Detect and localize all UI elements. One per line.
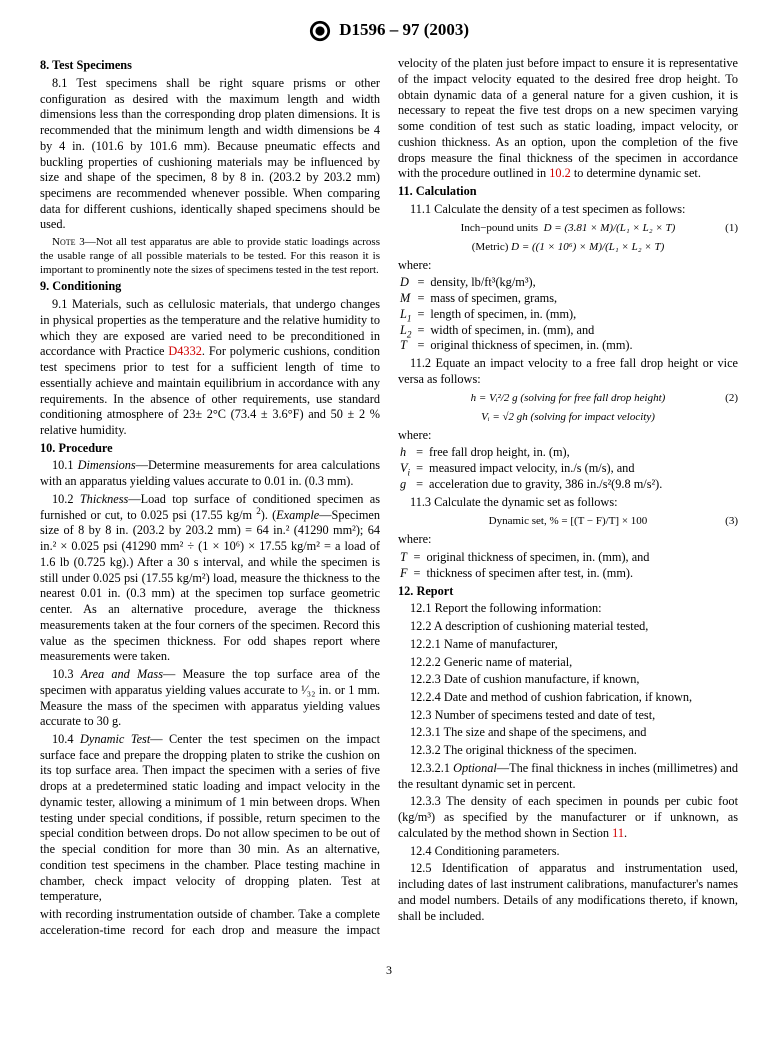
def-F: thickness of specimen after test, in. (m… (426, 566, 649, 582)
example-label: Example (276, 508, 319, 522)
sym-T: T (400, 338, 417, 354)
sym-L1: L1 (400, 307, 417, 323)
equation-2a: h = Vᵢ²/2 g (solving for free fall drop … (398, 391, 738, 405)
section-12-title: 12. Report (398, 584, 738, 600)
where-3-table: T=original thickness of specimen, in. (m… (400, 550, 649, 581)
page-number: 3 (40, 963, 738, 978)
para-12-3-2: 12.3.2 The original thickness of the spe… (398, 743, 738, 759)
equation-1: Inch−pound units D = (3.81 × M)/(L₁ × L₂… (398, 221, 738, 235)
para-10-4: 10.4 Dynamic Test— Center the test speci… (40, 732, 380, 905)
section-9-title: 9. Conditioning (40, 279, 380, 295)
para-12-2-3: 12.2.3 Date of cushion manufacture, if k… (398, 672, 738, 688)
para-12-4: 12.4 Conditioning parameters. (398, 844, 738, 860)
para-10-1-label: Dimensions (78, 458, 136, 472)
para-8-1: 8.1 Test specimens shall be right square… (40, 76, 380, 233)
eq3-num: (3) (725, 514, 738, 528)
def-D: density, lb/ft³(kg/m³), (430, 275, 632, 291)
para-12-3-2-1-text: —The final thickness in inches (millimet… (398, 761, 738, 791)
link-10-2[interactable]: 10.2 (549, 166, 571, 180)
para-10-2-rest: —Specimen size of 8 by 8 in. (203.2 by 2… (40, 508, 380, 664)
eq3-body: Dynamic set, % = [(T − F)/T] × 100 (489, 515, 648, 527)
eq1-num: (1) (725, 221, 738, 235)
para-10-4-end: to determine dynamic set. (571, 166, 701, 180)
sym-h: h (400, 445, 416, 461)
para-11-1: 11.1 Calculate the density of a test spe… (398, 202, 738, 218)
sym-D: D (400, 275, 417, 291)
sym-g: g (400, 477, 416, 493)
def-T: original thickness of specimen, in. (mm)… (430, 338, 632, 354)
note-label: Note (52, 236, 79, 248)
designation-text: D1596 – 97 (2003) (339, 20, 469, 39)
link-d4332[interactable]: D4332 (168, 344, 201, 358)
equation-2b: Vᵢ = √2 gh (solving for impact velocity) (398, 410, 738, 424)
para-12-3-3: 12.3.3 The density of each specimen in p… (398, 794, 738, 841)
para-12-1: 12.1 Report the following information: (398, 601, 738, 617)
para-9-1: 9.1 Materials, such as cellulosic materi… (40, 297, 380, 439)
where-2-table: h=free fall drop height, in. (m), Vi=mea… (400, 445, 662, 492)
sym-M: M (400, 291, 417, 307)
note-3: Note 3—Not all test apparatus are able t… (40, 235, 380, 277)
para-12-3-3b: . (624, 826, 627, 840)
para-12-3: 12.3 Number of specimens tested and date… (398, 708, 738, 724)
def-h: free fall drop height, in. (m), (429, 445, 662, 461)
para-12-3-2-1: 12.3.2.1 Optional—The final thickness in… (398, 761, 738, 792)
equation-1-metric: (Metric) D = ((1 × 10⁶) × M)/(L₁ × L₂ × … (398, 240, 738, 254)
para-12-3-1: 12.3.1 The size and shape of the specime… (398, 725, 738, 741)
eq1-label: Inch−pound units (461, 222, 538, 234)
optional-label: Optional (453, 761, 497, 775)
para-11-3: 11.3 Calculate the dynamic set as follow… (398, 495, 738, 511)
para-10-4-label: Dynamic Test (80, 732, 150, 746)
para-10-2: 10.2 Thickness—Load top surface of condi… (40, 492, 380, 665)
para-12-2-4: 12.2.4 Date and method of cushion fabric… (398, 690, 738, 706)
where-2-label: where: (398, 428, 738, 444)
link-section-11[interactable]: 11 (612, 826, 624, 840)
body-columns: 8. Test Specimens 8.1 Test specimens sha… (40, 56, 738, 938)
para-11-2: 11.2 Equate an impact velocity to a free… (398, 356, 738, 387)
where-1-label: where: (398, 258, 738, 274)
astm-logo-icon (309, 20, 331, 42)
sym-T3: T (400, 550, 414, 566)
def-Vi: measured impact velocity, in./s (m/s), a… (429, 461, 662, 477)
para-10-3: 10.3 Area and Mass— Measure the top surf… (40, 667, 380, 730)
section-10-title: 10. Procedure (40, 441, 380, 457)
para-12-2-2: 12.2.2 Generic name of material, (398, 655, 738, 671)
def-L2: width of specimen, in. (mm), and (430, 323, 632, 339)
note-3-text: 3—Not all test apparatus are able to pro… (40, 236, 380, 276)
section-8-title: 8. Test Specimens (40, 58, 380, 74)
eq1-body: D = (3.81 × M)/(L₁ × L₂ × T) (544, 222, 676, 234)
eq2-num: (2) (725, 391, 738, 405)
def-L1: length of specimen, in. (mm), (430, 307, 632, 323)
sym-L2: L2 (400, 323, 417, 339)
def-M: mass of specimen, grams, (430, 291, 632, 307)
sym-Vi: Vi (400, 461, 416, 477)
eq1m-body: D = ((1 × 10⁶) × M)/(L₁ × L₂ × T) (511, 241, 664, 253)
para-12-5: 12.5 Identification of apparatus and ins… (398, 861, 738, 924)
def-T3: original thickness of specimen, in. (mm)… (426, 550, 649, 566)
eq2a-body: h = Vᵢ²/2 g (solving for free fall drop … (471, 392, 666, 404)
section-11-title: 11. Calculation (398, 184, 738, 200)
para-10-3-label: Area and Mass (81, 667, 163, 681)
where-3-label: where: (398, 532, 738, 548)
para-10-2-label: Thickness (80, 492, 129, 506)
eq2b-body: Vᵢ = √2 gh (solving for impact velocity) (481, 411, 655, 423)
equation-3: Dynamic set, % = [(T − F)/T] × 100 (3) (398, 514, 738, 528)
para-12-2: 12.2 A description of cushioning materia… (398, 619, 738, 635)
para-12-2-1: 12.2.1 Name of manufacturer, (398, 637, 738, 653)
document-header: D1596 – 97 (2003) (40, 20, 738, 42)
eq1m-label: (Metric) (472, 241, 509, 253)
para-10-2-b: ). ( (261, 508, 276, 522)
para-10-4-text: — Center the test specimen on the impact… (40, 732, 380, 903)
def-g: acceleration due to gravity, 386 in./s²(… (429, 477, 662, 493)
sym-F: F (400, 566, 414, 582)
where-1-table: D=density, lb/ft³(kg/m³), M=mass of spec… (400, 275, 633, 354)
page: D1596 – 97 (2003) 8. Test Specimens 8.1 … (0, 0, 778, 1008)
para-12-3-3a: 12.3.3 The density of each specimen in p… (398, 794, 738, 839)
para-10-1: 10.1 Dimensions—Determine measurements f… (40, 458, 380, 489)
